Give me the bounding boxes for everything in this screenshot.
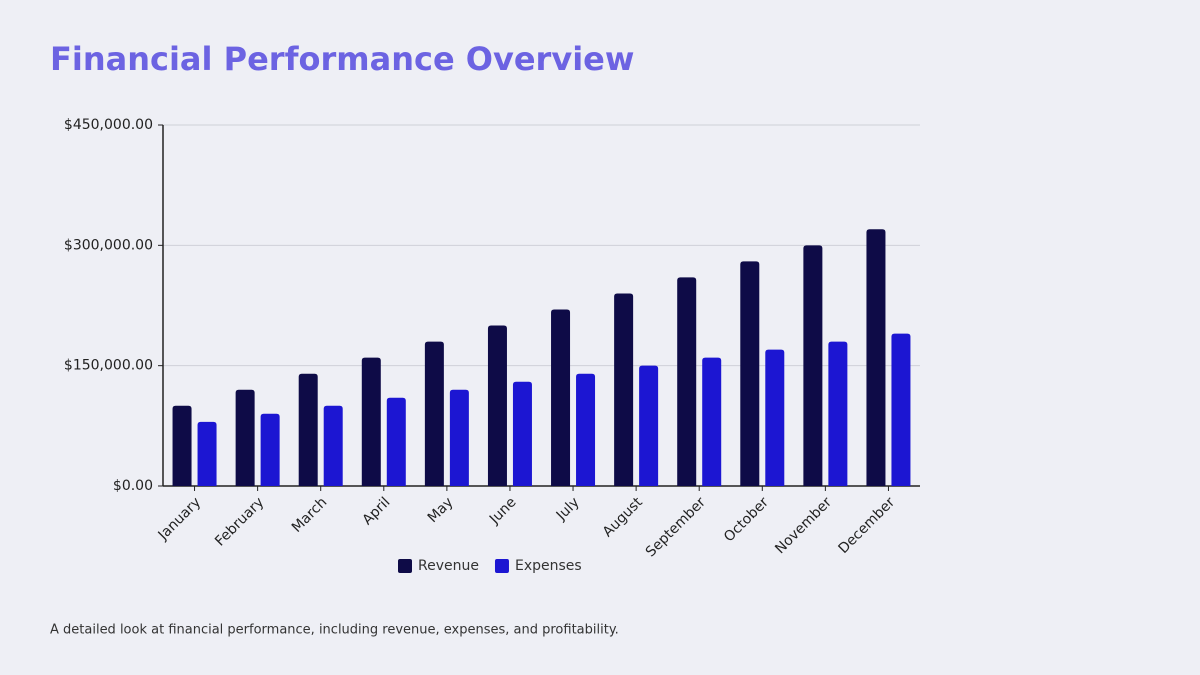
bar <box>551 309 571 486</box>
bar <box>677 277 697 486</box>
legend-swatch <box>398 559 412 573</box>
legend-swatch <box>494 559 509 573</box>
bar <box>614 293 634 486</box>
bar <box>740 261 760 486</box>
bar <box>828 341 848 486</box>
bar <box>361 357 381 486</box>
bar <box>323 405 343 486</box>
bar <box>639 365 659 486</box>
bar <box>487 325 507 486</box>
bar <box>298 373 318 486</box>
bar <box>172 405 192 486</box>
bar <box>512 381 532 486</box>
bar <box>260 413 280 486</box>
bar <box>197 421 217 486</box>
y-tick-label: $150,000.00 <box>64 358 153 374</box>
bar <box>424 341 444 486</box>
bar <box>702 357 722 486</box>
bar <box>891 333 911 486</box>
bar <box>765 349 785 486</box>
legend-label: Revenue <box>418 558 479 574</box>
bar <box>235 389 255 486</box>
bar <box>449 389 469 486</box>
bar <box>803 245 823 486</box>
y-tick-label: $450,000.00 <box>64 117 153 133</box>
chart-subtitle: A detailed look at financial performance… <box>50 623 619 638</box>
y-tick-label: $300,000.00 <box>64 237 153 253</box>
bar <box>576 373 596 486</box>
y-tick-label: $0.00 <box>113 478 153 494</box>
legend-label: Expenses <box>515 558 582 574</box>
chart-title: Financial Performance Overview <box>50 40 634 78</box>
bar <box>866 229 886 487</box>
bar <box>386 397 406 486</box>
